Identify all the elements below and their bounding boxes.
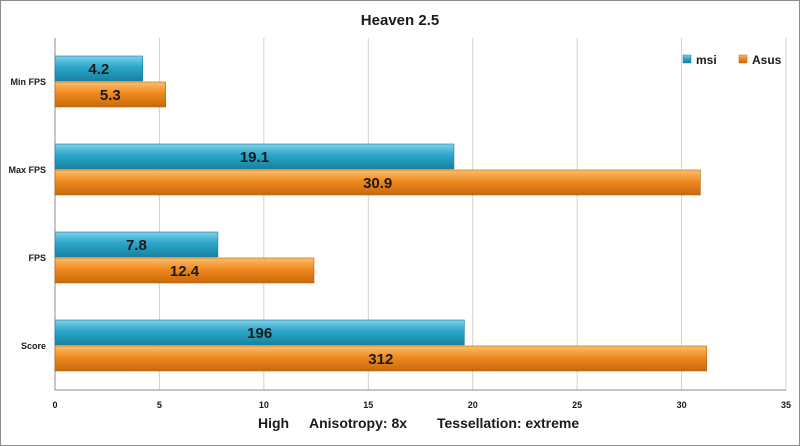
bar-msi bbox=[54, 231, 219, 258]
category-labels: Min FPS Max FPS FPS Score bbox=[8, 77, 46, 351]
footer-quality: High bbox=[258, 415, 289, 431]
x-tick-label: 30 bbox=[677, 400, 687, 410]
bar-msi bbox=[54, 55, 144, 82]
category-label: FPS bbox=[28, 253, 46, 263]
x-tick-label: 5 bbox=[157, 400, 162, 410]
legend-label-asus: Asus bbox=[752, 53, 782, 67]
legend-swatch-asus bbox=[738, 54, 748, 64]
legend: msi Asus bbox=[682, 53, 782, 67]
data-label: 12.4 bbox=[170, 263, 200, 280]
x-tick-label: 20 bbox=[468, 400, 478, 410]
footer-anisotropy: Anisotropy: 8x bbox=[309, 415, 407, 431]
bar-asus bbox=[54, 81, 166, 108]
data-label: 4.2 bbox=[88, 61, 109, 78]
data-label: 19.1 bbox=[240, 149, 269, 166]
bar-msi bbox=[54, 319, 465, 346]
x-tick-labels: 0 5 10 15 20 25 30 35 bbox=[52, 400, 791, 410]
x-tick-label: 0 bbox=[52, 400, 57, 410]
data-label: 196 bbox=[247, 325, 272, 342]
x-tick-label: 35 bbox=[781, 400, 791, 410]
x-tick-label: 10 bbox=[259, 400, 269, 410]
bar-asus bbox=[54, 345, 707, 372]
bar-msi bbox=[54, 143, 455, 170]
x-tick-label: 25 bbox=[572, 400, 582, 410]
legend-label-msi: msi bbox=[696, 53, 717, 67]
category-label: Score bbox=[21, 341, 46, 351]
footer-tessellation: Tessellation: extreme bbox=[437, 415, 579, 431]
chart-title: Heaven 2.5 bbox=[361, 12, 439, 29]
category-label: Min FPS bbox=[11, 77, 47, 87]
data-label: 312 bbox=[368, 351, 393, 368]
bar-asus bbox=[54, 257, 315, 284]
bar-asus bbox=[54, 169, 701, 196]
bars: 4.2 5.3 19.1 30.9 7.8 12.4 196 312 bbox=[54, 55, 707, 372]
x-tick-label: 15 bbox=[363, 400, 373, 410]
legend-swatch-msi bbox=[682, 54, 692, 64]
category-label: Max FPS bbox=[8, 165, 46, 175]
data-label: 30.9 bbox=[363, 175, 392, 192]
data-label: 5.3 bbox=[100, 87, 121, 104]
data-label: 7.8 bbox=[126, 237, 147, 254]
